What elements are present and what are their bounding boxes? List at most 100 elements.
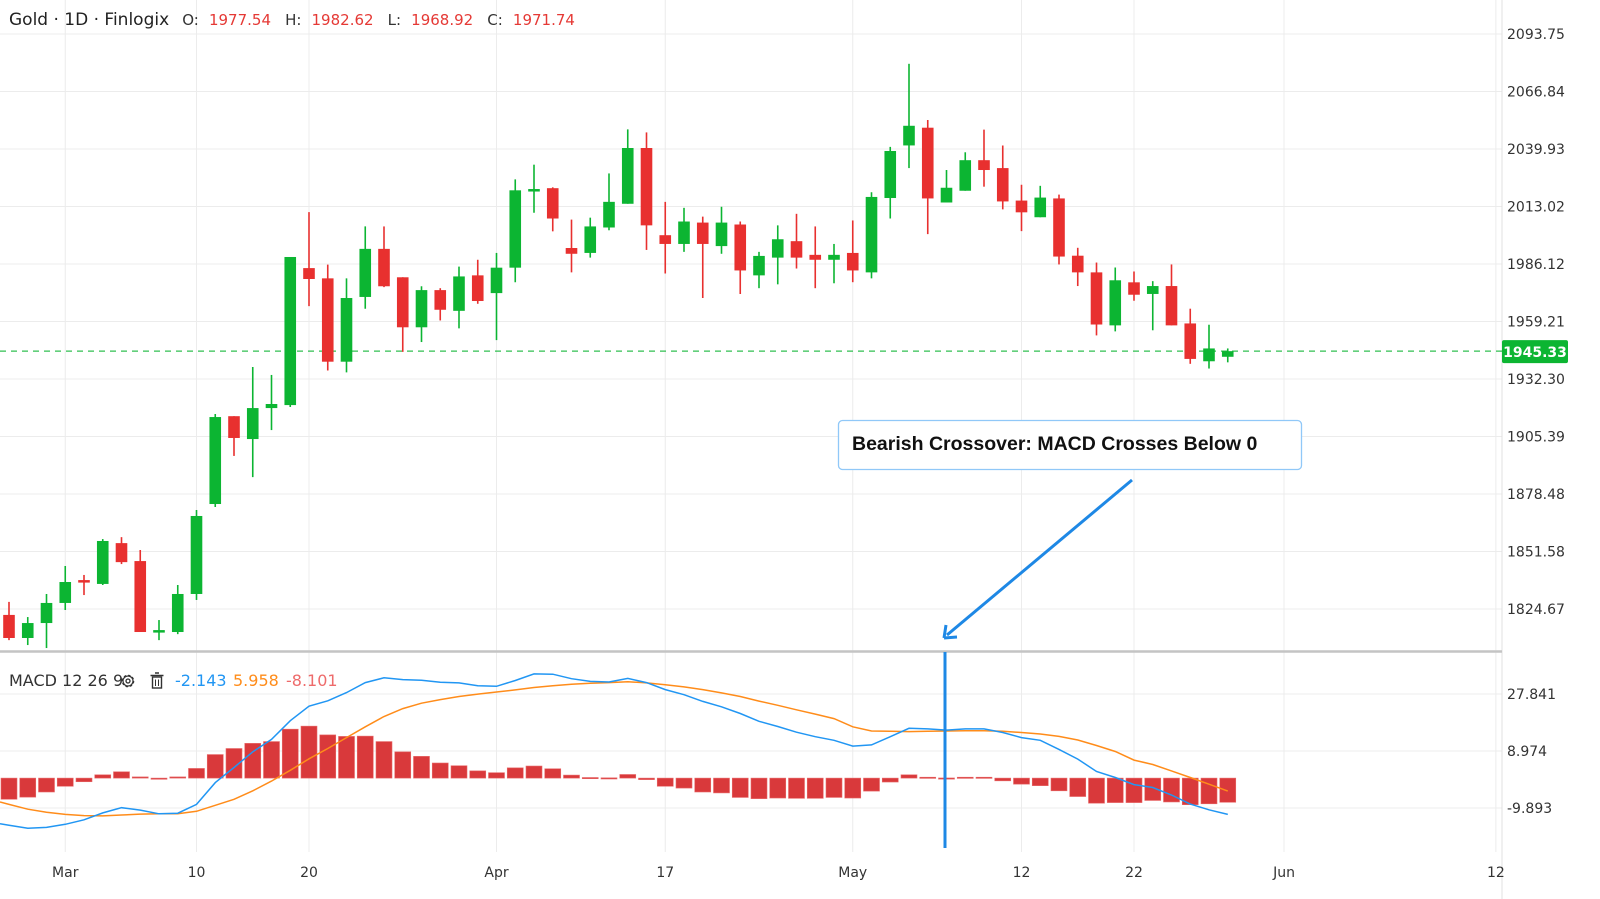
candle-up	[96, 539, 109, 586]
candle-up	[509, 179, 522, 283]
histogram-bar	[619, 774, 637, 779]
candle-up	[340, 278, 353, 373]
candle-body	[584, 226, 597, 253]
candle-up	[490, 252, 503, 341]
candle-body	[846, 252, 859, 271]
price-tick-label: 1878.48	[1507, 487, 1565, 503]
macd-line	[0, 673, 1228, 830]
candle-up	[528, 164, 540, 213]
candle-body	[190, 515, 203, 594]
histogram-bar	[169, 776, 187, 779]
gear-icon[interactable]	[121, 674, 135, 688]
candle-down	[846, 220, 859, 283]
histogram-bar	[488, 772, 505, 779]
signal-line	[0, 680, 1229, 817]
candle-body	[228, 416, 240, 438]
last-price-tag	[1502, 340, 1568, 364]
candle-down	[978, 129, 990, 187]
histogram-bar	[919, 776, 937, 779]
price-axis[interactable]: 2093.75 2066.84 2039.93 2013.02 1986.12 1959.…	[1507, 27, 1565, 618]
candle-down	[734, 221, 747, 294]
candle-down	[659, 201, 672, 274]
candle-body	[978, 160, 990, 171]
candle-body	[303, 268, 315, 279]
time-tick-label: 12	[1487, 865, 1505, 881]
candle-body	[171, 593, 184, 633]
candle-down	[228, 416, 240, 456]
candle-body	[790, 241, 803, 258]
arrowhead-icon	[942, 624, 958, 640]
last-price-line: 1945.33	[0, 340, 1568, 364]
time-tick-label: May	[838, 865, 867, 881]
histogram-bar	[825, 777, 843, 798]
candle-down	[321, 264, 334, 371]
time-tick-label: Jun	[1272, 865, 1295, 881]
candle-body	[153, 630, 165, 633]
histogram-bar	[450, 765, 468, 779]
candle-down	[809, 226, 822, 289]
candle-body	[696, 222, 709, 244]
macd-axis[interactable]: 27.841 8.974 -9.893	[1507, 687, 1556, 817]
histogram-bar	[1031, 777, 1049, 786]
candle-body	[340, 298, 353, 362]
candle-down	[1053, 194, 1065, 265]
candle-body	[96, 540, 109, 584]
histogram-bar	[1200, 777, 1218, 805]
candle-down	[134, 549, 147, 633]
candle-down	[996, 145, 1009, 210]
close-value: 1971.74	[513, 11, 575, 29]
histogram-bar	[956, 776, 974, 779]
price-tick-label: 1824.67	[1507, 602, 1565, 618]
candle-body	[565, 248, 578, 254]
candle-up	[940, 170, 953, 203]
time-axis[interactable]: Mar 10 20 Apr 17 May 12 22 Jun 12	[52, 865, 1505, 881]
candle-body	[1090, 272, 1103, 325]
candle-body	[40, 602, 53, 624]
histogram-bar	[675, 777, 693, 789]
histogram-bar	[0, 777, 18, 800]
annotation-callout[interactable]: Bearish Crossover: MACD Crosses Below 0	[837, 419, 1303, 849]
candle-up	[153, 620, 165, 641]
candle-body	[940, 187, 953, 203]
candle-body	[134, 561, 147, 633]
macd-lines	[0, 673, 1229, 830]
candle-down	[1015, 184, 1028, 232]
histogram-bar	[281, 728, 299, 779]
candle-body	[359, 248, 372, 297]
histogram-bar	[581, 777, 599, 780]
candle-down	[1090, 262, 1103, 336]
histogram-bar	[1219, 777, 1237, 803]
candle-up	[903, 63, 915, 169]
annotation-box[interactable]	[837, 419, 1303, 471]
candle-body	[996, 168, 1009, 202]
histogram-bar	[544, 768, 562, 779]
candle-up	[1146, 281, 1159, 331]
price-tick-label: 2013.02	[1507, 200, 1565, 216]
histogram-bar	[900, 774, 918, 779]
last-price-label: 1945.33	[1503, 345, 1567, 361]
histogram-bar	[750, 777, 768, 799]
grid-lines	[0, 0, 1502, 852]
histogram-value: -8.101	[286, 671, 338, 690]
candle-up	[359, 226, 372, 309]
histogram-bar	[863, 777, 880, 792]
price-tick-label: 2039.93	[1507, 142, 1565, 158]
candle-body	[209, 417, 222, 505]
candle-down	[790, 213, 803, 269]
trash-icon[interactable]	[150, 672, 164, 689]
histogram-bar	[881, 777, 899, 783]
candle-body	[621, 148, 634, 204]
histogram-bar	[713, 777, 730, 794]
legend-header: Gold · 1D · Finlogix O: 1977.54 H: 1982.…	[9, 10, 575, 30]
annotation-text: Bearish Crossover: MACD Crosses Below 0	[852, 433, 1257, 455]
candle-up	[415, 286, 428, 343]
macd-tick-label: 8.974	[1507, 744, 1547, 760]
time-tick-label: 17	[656, 865, 674, 881]
open-label: O:	[182, 11, 199, 29]
candle-body	[471, 275, 484, 302]
price-tick-label: 2093.75	[1507, 27, 1565, 43]
histogram-bar	[356, 735, 374, 779]
annotation-arrow	[946, 478, 1133, 637]
candle-up	[59, 565, 72, 611]
